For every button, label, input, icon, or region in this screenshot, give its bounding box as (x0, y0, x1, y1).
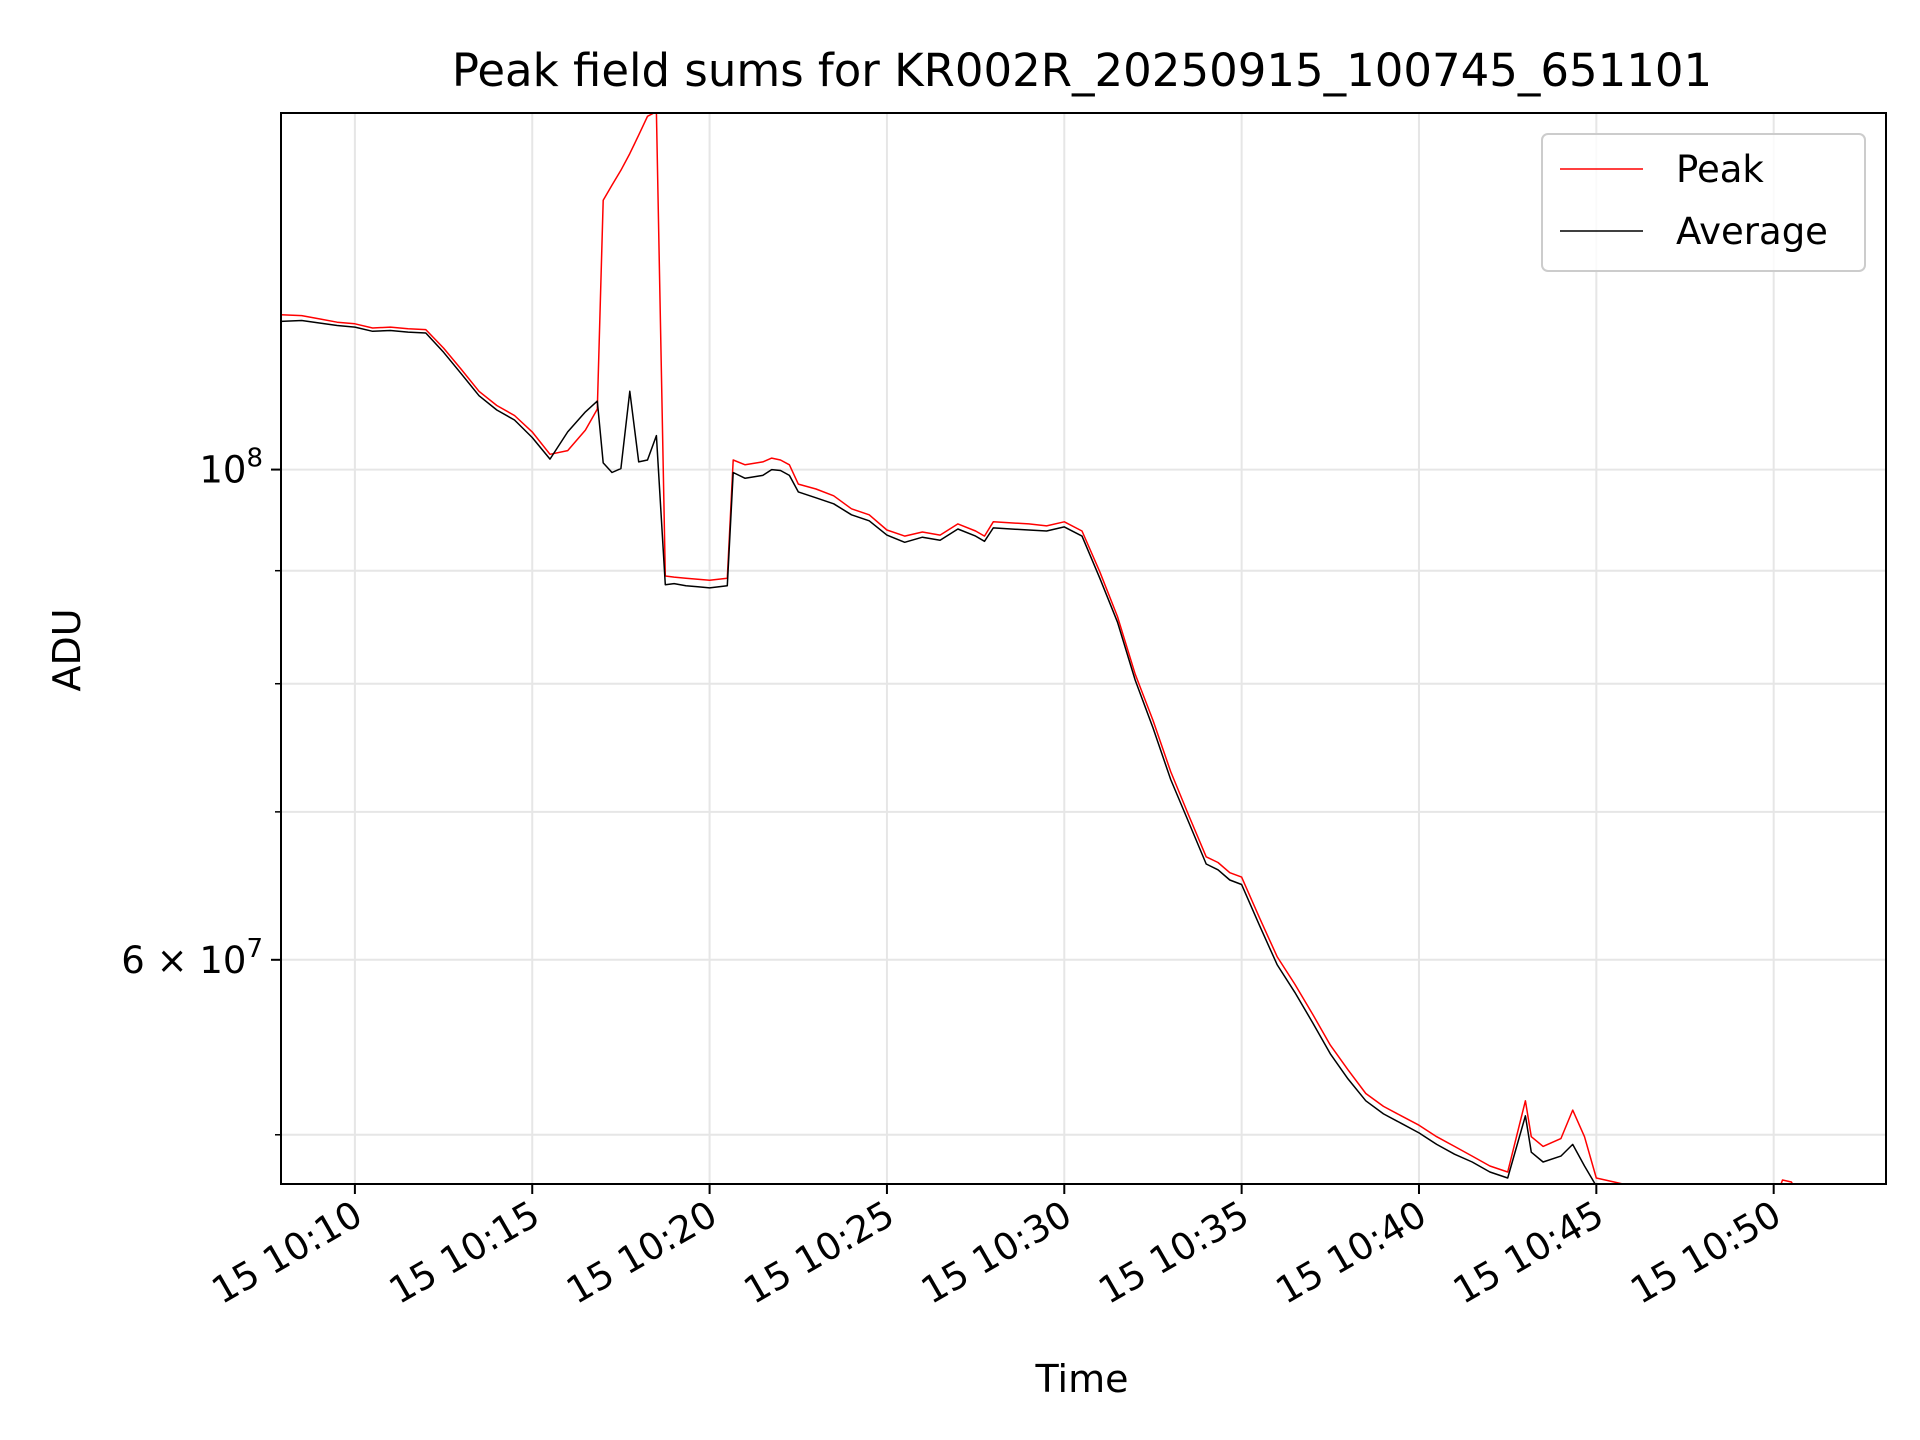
x-tick-label: 15 10:20 (559, 1193, 724, 1313)
x-tick-label: 15 10:15 (382, 1193, 547, 1313)
series-line-average (281, 319, 1596, 1184)
x-axis-title: Time (1035, 1357, 1129, 1401)
x-axis-ticks: 15 10:10 15 10:15 15 10:20 15 10:25 15 10:30… (205, 1184, 1788, 1313)
x-tick-label: 15 10:50 (1623, 1193, 1788, 1313)
plot-area-frame (280, 112, 1887, 1185)
y-axis-title: ADU (45, 608, 89, 691)
legend-label-average: Average (1676, 210, 1828, 253)
series-line-peak (281, 113, 1794, 1184)
series-lines (281, 113, 1794, 1184)
x-tick-label: 15 10:30 (914, 1193, 1079, 1313)
x-tick-label: 15 10:25 (737, 1193, 902, 1313)
y-axis-ticks: 108 6 × 107 (121, 444, 281, 1136)
legend: Peak Average (1541, 133, 1866, 272)
x-tick-label: 15 10:10 (205, 1193, 370, 1313)
x-tick-label: 15 10:35 (1091, 1193, 1256, 1313)
x-tick-label: 15 10:40 (1269, 1193, 1434, 1313)
chart-title: Peak field sums for KR002R_20250915_1007… (452, 44, 1712, 97)
grid (281, 113, 1886, 1184)
legend-label-peak: Peak (1676, 148, 1764, 191)
y-tick-label: 108 (199, 444, 263, 492)
y-tick-label: 6 × 107 (121, 934, 263, 982)
x-tick-label: 15 10:45 (1446, 1193, 1611, 1313)
